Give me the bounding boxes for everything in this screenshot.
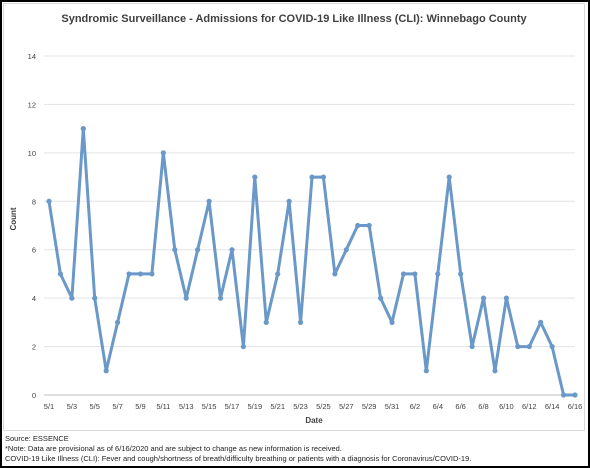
x-tick-label: 6/16 — [568, 402, 583, 411]
data-point — [69, 295, 75, 301]
x-tick-label: 6/10 — [499, 402, 514, 411]
data-point — [80, 126, 86, 132]
x-tick-label: 5/9 — [135, 402, 145, 411]
line-chart: Syndromic Surveillance - Admissions for … — [9, 13, 583, 425]
chart-area: Syndromic Surveillance - Admissions for … — [3, 3, 585, 431]
x-tick-label: 5/29 — [362, 402, 377, 411]
data-point — [515, 343, 521, 350]
data-point — [183, 295, 189, 301]
data-point — [195, 247, 201, 253]
data-point — [572, 392, 578, 398]
data-point — [46, 198, 52, 204]
x-tick-label: 6/2 — [410, 402, 420, 411]
x-tick-label: 6/14 — [545, 402, 560, 411]
data-point — [103, 368, 109, 374]
data-point — [458, 271, 464, 277]
data-point — [252, 174, 258, 180]
y-tick-label: 2 — [32, 343, 36, 352]
y-tick-label: 12 — [28, 100, 36, 109]
x-tick-label: 5/5 — [90, 402, 100, 411]
data-point — [332, 271, 338, 277]
y-tick-label: 4 — [32, 294, 36, 303]
data-point — [560, 392, 567, 398]
data-point — [286, 198, 292, 204]
data-point — [92, 295, 98, 301]
x-tick-label: 5/23 — [293, 402, 308, 411]
data-point — [297, 319, 304, 325]
y-tick-label: 14 — [28, 52, 36, 61]
data-points — [46, 126, 578, 398]
chart-title: Syndromic Surveillance - Admissions for … — [61, 13, 527, 25]
y-axis-label: Count — [9, 207, 18, 230]
x-axis-label: Date — [305, 416, 323, 425]
x-tick-label: 5/7 — [112, 402, 122, 411]
x-tick-label: 5/19 — [248, 402, 263, 411]
x-tick-label: 5/17 — [225, 402, 240, 411]
source-note: Source: ESSENCE — [5, 434, 69, 443]
y-tick-label: 8 — [32, 197, 36, 206]
y-tick-label: 0 — [32, 391, 36, 400]
data-point — [343, 247, 349, 253]
data-point — [446, 174, 452, 180]
data-point — [492, 368, 498, 374]
data-point — [275, 271, 281, 277]
x-tick-label: 5/31 — [385, 402, 400, 411]
y-tick-label: 6 — [32, 246, 36, 255]
provisional-note: *Note: Data are provisional as of 6/16/2… — [5, 444, 342, 453]
data-point — [149, 271, 155, 277]
x-tick-label: 6/4 — [433, 402, 443, 411]
data-point — [206, 198, 212, 204]
data-point — [229, 247, 235, 253]
data-point — [503, 295, 509, 301]
data-point — [240, 343, 246, 350]
data-point — [366, 222, 372, 229]
data-point — [126, 271, 132, 277]
cli-definition-note: COVID-19 Like Illness (CLI): Fever and c… — [5, 454, 472, 463]
x-tick-label: 6/12 — [522, 402, 537, 411]
x-tick-label: 6/8 — [478, 402, 488, 411]
chart-notes: Source: ESSENCE *Note: Data are provisio… — [5, 434, 585, 464]
data-point — [57, 271, 64, 277]
data-point — [412, 271, 418, 277]
data-point — [172, 247, 178, 253]
data-point — [160, 150, 166, 156]
data-point — [400, 271, 407, 277]
x-tick-label: 5/15 — [202, 402, 217, 411]
data-point — [378, 295, 384, 301]
data-point — [469, 343, 475, 350]
data-point — [320, 174, 327, 180]
y-tick-labels: 0 2 4 6 8 10 12 14 — [28, 52, 36, 400]
y-tick-label: 10 — [28, 149, 36, 158]
data-point — [538, 319, 544, 325]
x-tick-label: 5/27 — [339, 402, 354, 411]
data-point — [217, 295, 224, 301]
data-point — [389, 319, 395, 325]
data-point — [263, 319, 269, 325]
data-point — [137, 271, 144, 277]
x-tick-label: 5/11 — [156, 402, 170, 411]
x-tick-label: 5/21 — [270, 402, 285, 411]
data-point — [423, 368, 429, 374]
series-line — [47, 127, 575, 397]
data-point — [309, 174, 315, 180]
data-point — [480, 295, 487, 301]
data-point — [549, 343, 555, 350]
x-tick-label: 5/13 — [179, 402, 194, 411]
x-tick-label: 5/1 — [44, 402, 54, 411]
x-tick-label: 5/3 — [67, 402, 77, 411]
x-tick-label: 5/25 — [316, 402, 331, 411]
data-point — [355, 222, 361, 229]
data-point — [115, 319, 121, 325]
data-point — [435, 271, 441, 277]
x-tick-labels: 5/1 5/3 5/5 5/7 5/9 5/11 5/13 5/15 5/17 5/19 5/21 5… — [44, 402, 583, 411]
data-point — [526, 343, 532, 350]
x-tick-label: 6/6 — [455, 402, 465, 411]
